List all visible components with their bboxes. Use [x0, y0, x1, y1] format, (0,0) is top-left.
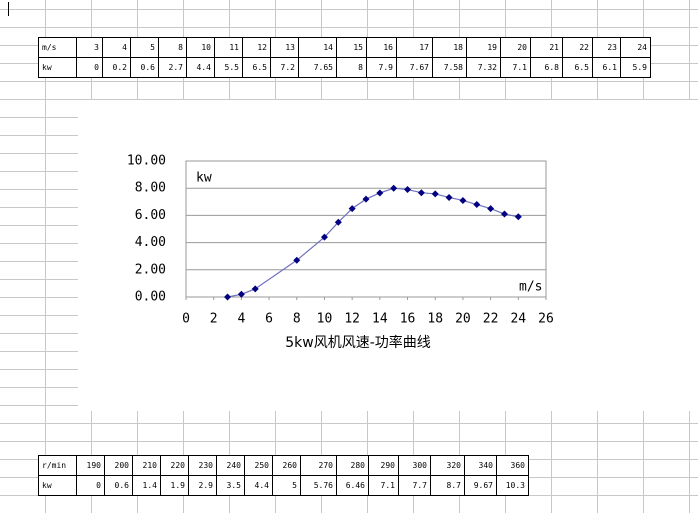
cell: 8.7	[430, 475, 465, 496]
cell: 7.2	[270, 57, 299, 78]
x-tick-label: 22	[483, 312, 499, 327]
plot-frame	[185, 160, 547, 298]
data-point	[417, 189, 425, 197]
data-point	[445, 193, 453, 201]
row-header: kw	[38, 475, 77, 496]
data-point	[404, 186, 412, 194]
rpm-table: r/min 190 200 210 220 230 240 250 260 270 280 290 30…	[38, 455, 529, 496]
data-point	[320, 233, 328, 241]
x-axis-label: m/s	[519, 280, 542, 295]
data-point	[473, 201, 481, 209]
x-tick-label: 12	[344, 312, 360, 327]
cell: 5.9	[620, 57, 651, 78]
x-tick-label: 20	[455, 312, 471, 327]
x-tick-label: 0	[182, 312, 190, 327]
x-tick-label: 14	[372, 312, 388, 327]
data-point	[514, 213, 522, 221]
y-tick-label: 2.00	[135, 262, 166, 277]
x-tick-label: 6	[265, 312, 273, 327]
x-tick-label: 8	[293, 312, 301, 327]
data-point	[376, 189, 384, 197]
y-tick-label: 8.00	[135, 181, 166, 196]
data-point	[362, 195, 370, 203]
table-row: kw 0 0.6 1.4 1.9 2.9 3.5 4.4 5 5.76 6.46 7.1 7.7 8.7 9…	[38, 475, 529, 496]
data-point	[293, 256, 301, 264]
cell: 8	[336, 57, 367, 78]
data-point	[224, 293, 232, 301]
y-tick-label: 0.00	[135, 290, 166, 305]
table-row: m/s 3 4 5 8 10 11 12 13 14 15 16 17 18 19 20 21 22 23 24	[38, 37, 651, 58]
y-axis-label: kw	[196, 171, 212, 186]
cell: 6.5	[242, 57, 271, 78]
chart-area	[78, 100, 698, 411]
table-row: kw 0 0.2 0.6 2.7 4.4 5.5 6.5 7.2 7.65 8 7.9 7.67 7.58…	[38, 57, 651, 78]
data-point	[334, 218, 342, 226]
cell: 5.76	[300, 475, 337, 496]
speed-table: m/s 3 4 5 8 10 11 12 13 14 15 16 17 18 19 20 21 22 23 24 kw 0…	[38, 37, 651, 78]
data-point	[390, 184, 398, 192]
row-header: kw	[38, 57, 77, 78]
x-tick-label: 24	[510, 312, 526, 327]
data-point	[431, 190, 439, 198]
data-point	[487, 205, 495, 213]
cell: 10.3	[496, 475, 529, 496]
x-tick-label: 10	[317, 312, 333, 327]
data-point	[251, 285, 259, 293]
cell: 24	[620, 37, 651, 58]
x-tick-label: 4	[237, 312, 245, 327]
x-tick-label: 18	[427, 312, 443, 327]
cell: 6.46	[336, 475, 369, 496]
y-tick-label: 6.00	[135, 208, 166, 223]
cell: 7.1	[500, 57, 531, 78]
y-tick-label: 4.00	[135, 235, 166, 250]
chart-title: 5kw风机风速-功率曲线	[285, 334, 431, 351]
cell: 3.5	[216, 475, 245, 496]
data-point	[348, 205, 356, 213]
data-point	[237, 290, 245, 298]
data-point	[500, 210, 508, 218]
x-tick-label: 16	[400, 312, 416, 327]
x-tick-label: 26	[538, 312, 554, 327]
y-tick-label: 10.00	[127, 154, 166, 169]
x-tick-label: 2	[210, 312, 218, 327]
cell: 6.5	[562, 57, 593, 78]
text-cursor	[8, 2, 9, 16]
data-point	[459, 196, 467, 204]
